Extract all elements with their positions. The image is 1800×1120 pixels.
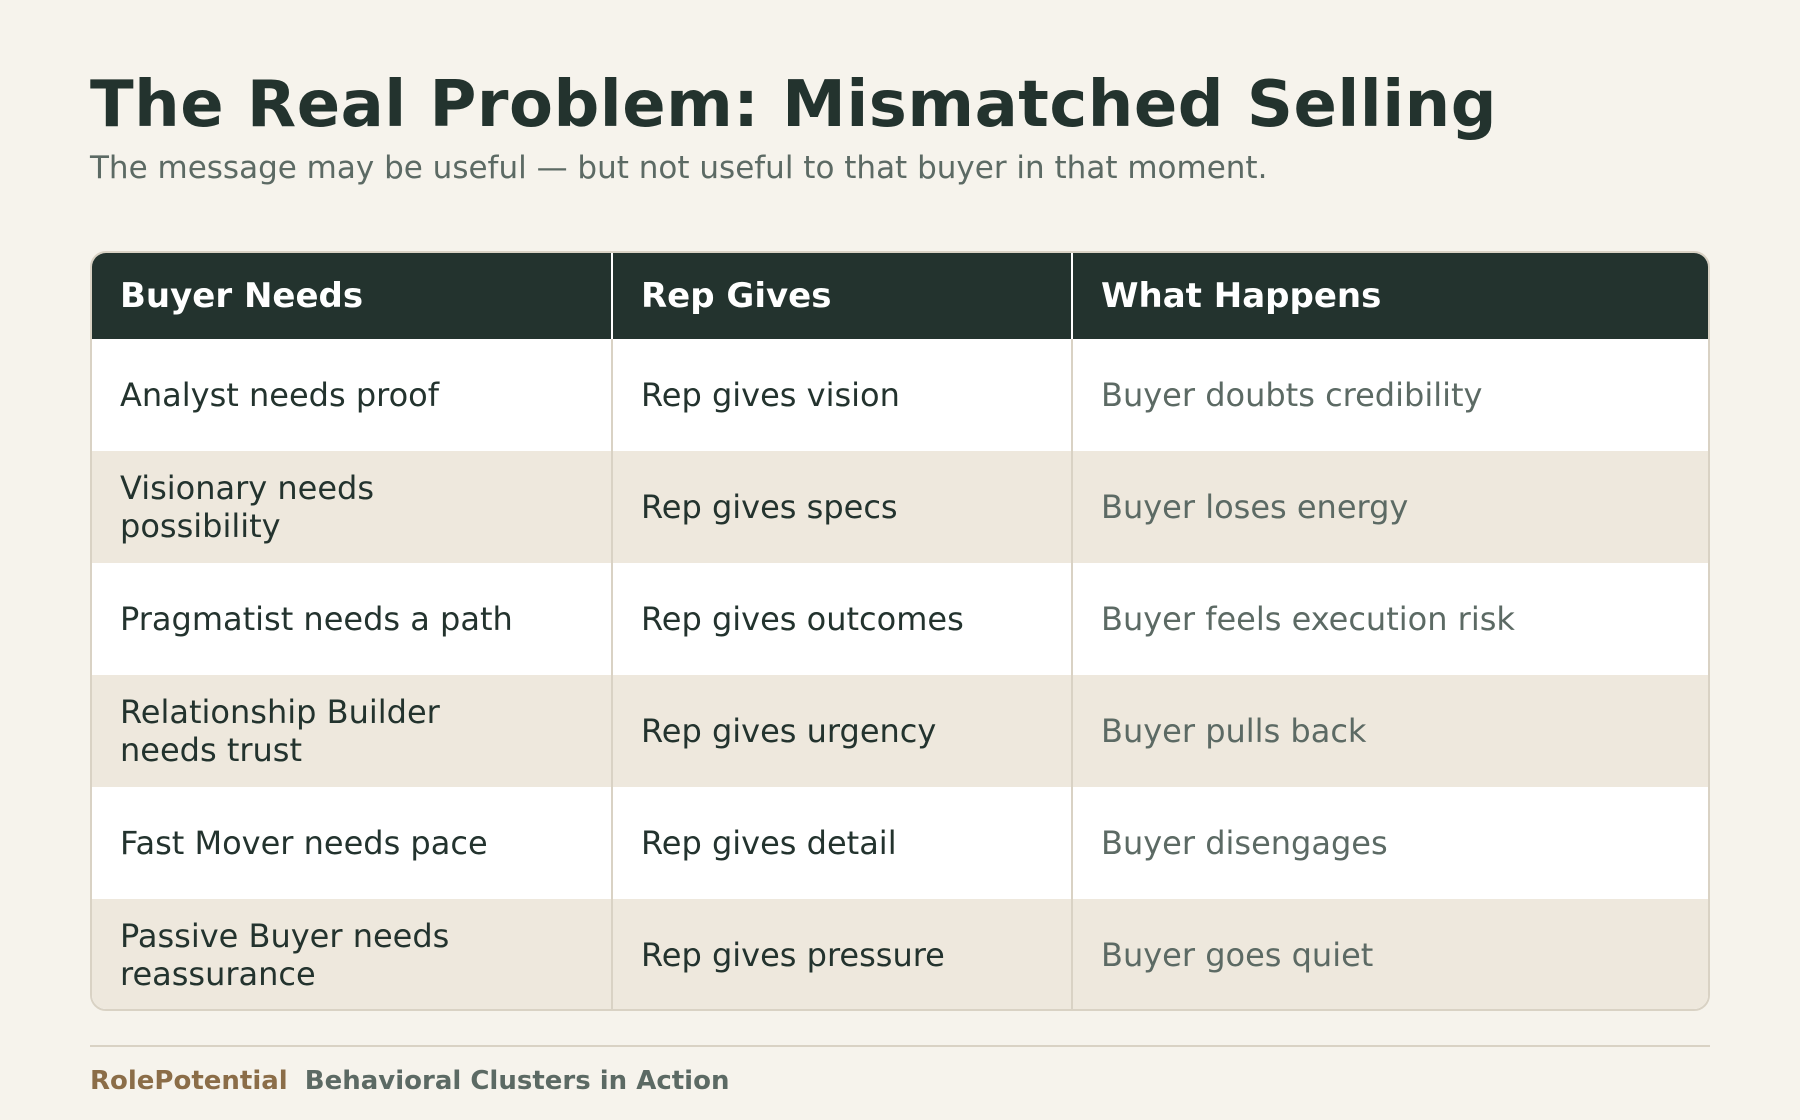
rep-gives-cell: Rep gives outcomes bbox=[612, 563, 1073, 675]
buyer-needs-cell: Pragmatist needs a path bbox=[92, 563, 613, 675]
table-row: Visionary needs possibility Rep gives sp… bbox=[92, 451, 1708, 563]
mismatch-table: Buyer Needs Rep Gives What Happens Analy… bbox=[90, 251, 1710, 1011]
rep-gives-cell: Rep gives vision bbox=[612, 339, 1073, 451]
what-happens-cell: Buyer pulls back bbox=[1072, 675, 1708, 787]
buyer-needs-cell: Passive Buyer needs reassurance bbox=[92, 899, 613, 1009]
table-row: Analyst needs proof Rep gives vision Buy… bbox=[92, 339, 1708, 451]
buyer-needs-cell: Fast Mover needs pace bbox=[92, 787, 613, 899]
footer-tagline: Behavioral Clusters in Action bbox=[304, 1066, 730, 1096]
what-happens-cell: Buyer feels execution risk bbox=[1072, 563, 1708, 675]
column-header-rep-gives: Rep Gives bbox=[612, 253, 1073, 339]
brand-name: RolePotential bbox=[90, 1066, 288, 1096]
buyer-needs-cell: Visionary needs possibility bbox=[92, 451, 613, 563]
table-header-row: Buyer Needs Rep Gives What Happens bbox=[92, 253, 1708, 339]
table-row: Pragmatist needs a path Rep gives outcom… bbox=[92, 563, 1708, 675]
rep-gives-cell: Rep gives specs bbox=[612, 451, 1073, 563]
rep-gives-cell: Rep gives pressure bbox=[612, 899, 1073, 1009]
buyer-needs-cell: Analyst needs proof bbox=[92, 339, 613, 451]
column-header-buyer-needs: Buyer Needs bbox=[92, 253, 613, 339]
rep-gives-cell: Rep gives detail bbox=[612, 787, 1073, 899]
what-happens-cell: Buyer disengages bbox=[1072, 787, 1708, 899]
table-row: Fast Mover needs pace Rep gives detail B… bbox=[92, 787, 1708, 899]
column-header-what-happens: What Happens bbox=[1072, 253, 1708, 339]
buyer-needs-cell: Relationship Builder needs trust bbox=[92, 675, 613, 787]
table-row: Passive Buyer needs reassurance Rep give… bbox=[92, 899, 1708, 1009]
page-title: The Real Problem: Mismatched Selling bbox=[90, 68, 1498, 142]
footer: RolePotential Behavioral Clusters in Act… bbox=[90, 1066, 729, 1096]
what-happens-cell: Buyer loses energy bbox=[1072, 451, 1708, 563]
rep-gives-cell: Rep gives urgency bbox=[612, 675, 1073, 787]
table-row: Relationship Builder needs trust Rep giv… bbox=[92, 675, 1708, 787]
what-happens-cell: Buyer doubts credibility bbox=[1072, 339, 1708, 451]
footer-divider bbox=[90, 1045, 1710, 1047]
page-subtitle: The message may be useful — but not usef… bbox=[90, 150, 1268, 186]
what-happens-cell: Buyer goes quiet bbox=[1072, 899, 1708, 1009]
